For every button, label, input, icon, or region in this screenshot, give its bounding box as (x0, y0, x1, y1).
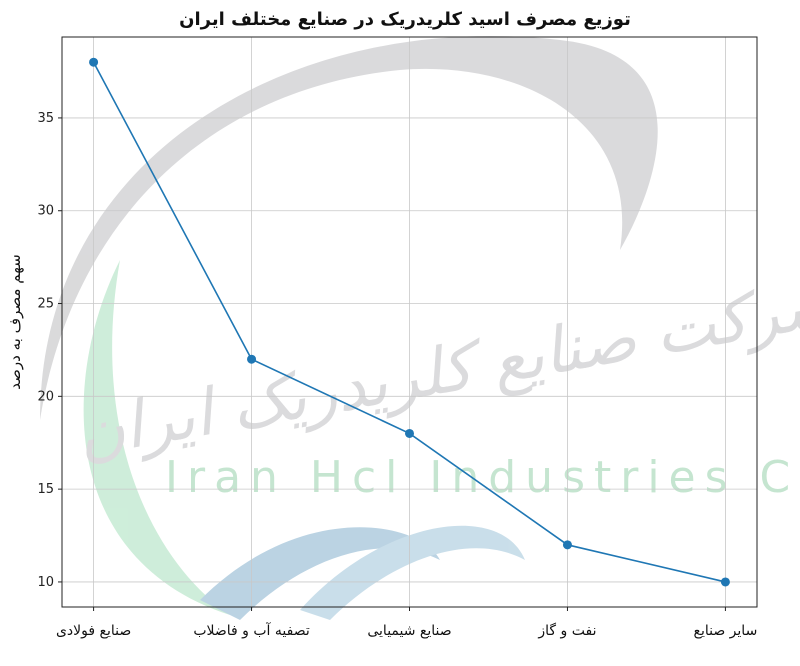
data-point (720, 577, 730, 587)
watermark-latin-text: Iran Hcl Industries Co (165, 452, 800, 503)
data-point (562, 540, 572, 550)
data-point (405, 428, 414, 438)
x-tick-label: نفت و گاز (537, 622, 596, 639)
data-point (89, 57, 99, 67)
watermark-blue-wave-2 (300, 525, 525, 620)
watermark-logo: شرکت صنایع کلریدریک ایران Iran Hcl Indus… (40, 36, 800, 620)
y-tick-label: 15 (37, 482, 54, 497)
y-tick-label: 20 (37, 389, 54, 404)
y-tick-label: 25 (37, 297, 54, 312)
y-tick-label: 35 (37, 111, 54, 126)
y-tick-label: 30 (37, 204, 54, 219)
watermark-grey-arc (40, 36, 658, 420)
x-tick-label: صنایع شیمیایی (367, 623, 451, 639)
x-tick-label: سایر صنایع (694, 623, 758, 639)
watermark-persian-text: شرکت صنایع کلریدریک ایران (72, 266, 800, 473)
x-tick-label: صنایع فولادی (56, 623, 131, 639)
watermark-green-arc (83, 260, 230, 615)
watermark-blue-wave (200, 527, 440, 620)
y-tick-label: 10 (37, 575, 54, 590)
data-point (247, 354, 257, 364)
y-axis-label: سهم مصرف به درصد (6, 254, 24, 389)
x-tick-label: تصفیه آب و فاضلاب (193, 622, 310, 639)
chart-title: توزیع مصرف اسید کلریدریک در صنایع مختلف … (179, 9, 631, 30)
